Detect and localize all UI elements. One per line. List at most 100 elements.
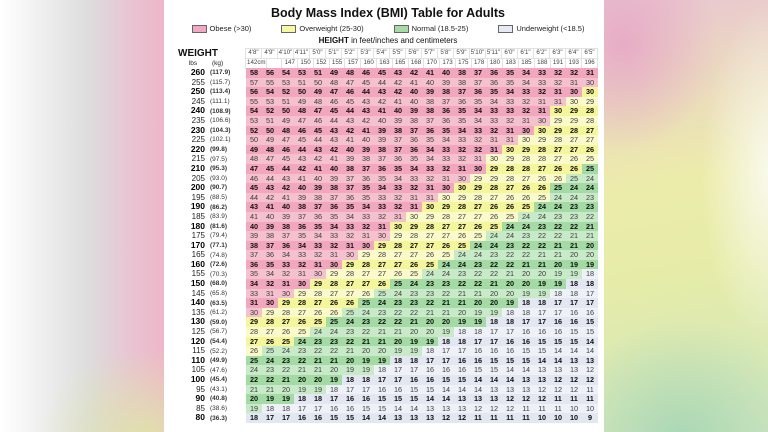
bmi-cell: 34 — [326, 221, 342, 232]
bmi-cell: 12 — [502, 394, 518, 404]
bmi-cell: 16 — [502, 336, 518, 347]
bmi-cell: 25 — [550, 183, 566, 193]
bmi-cell: 28 — [326, 279, 342, 289]
bmi-cell: 46 — [246, 173, 262, 184]
bmi-cell: 39 — [278, 211, 294, 222]
bmi-cell: 21 — [294, 365, 310, 375]
bmi-cell: 39 — [326, 173, 342, 184]
bmi-cell: 28 — [342, 269, 358, 280]
bmi-cell: 12 — [470, 403, 486, 414]
bmi-cell: 40 — [374, 115, 390, 126]
bmi-cell: 43 — [294, 154, 310, 164]
legend: Obese (>30) Overweight (25-30) Normal (1… — [178, 24, 598, 33]
bmi-cell: 34 — [518, 77, 534, 88]
bmi-cell: 33 — [486, 106, 502, 116]
bmi-cell: 19 — [278, 394, 294, 404]
bmi-cell: 17 — [390, 375, 406, 385]
bmi-cell: 31 — [406, 192, 422, 203]
bmi-cell: 17 — [278, 413, 294, 423]
bmi-cell: 34 — [342, 211, 358, 222]
bmi-cell: 11 — [550, 403, 566, 414]
bmi-cell: 41 — [278, 192, 294, 203]
overweight-color-swatch — [281, 24, 297, 33]
weight-kg: (113.4) — [210, 88, 231, 96]
bmi-cell: 34 — [406, 163, 422, 174]
bmi-cell: 26 — [342, 298, 358, 308]
bmi-cell: 25 — [566, 173, 582, 184]
bmi-cell: 46 — [310, 115, 326, 126]
bmi-cell: 32 — [278, 269, 294, 280]
bmi-cell: 37 — [342, 183, 358, 193]
bmi-cell: 19 — [502, 298, 518, 308]
lbs-unit-label: lbs — [188, 60, 198, 67]
bmi-cell: 21 — [582, 221, 598, 232]
bmi-cell: 16 — [470, 355, 486, 366]
bmi-cell: 35 — [502, 68, 518, 78]
bmi-cell: 32 — [470, 135, 486, 145]
bmi-cell: 13 — [390, 413, 406, 423]
bmi-cell: 39 — [374, 125, 390, 136]
weight-lbs: 190 — [190, 201, 205, 212]
bmi-cell: 13 — [422, 413, 438, 423]
bmi-cell: 28 — [502, 173, 518, 184]
bmi-cell: 22 — [550, 221, 566, 232]
bmi-cell: 18 — [582, 269, 598, 280]
bmi-row: 160 (72.6) 36 35 33 32 31 30 29 28 27 27 26 25 24 24 23 2… — [178, 259, 598, 270]
bmi-cell: 22 — [470, 269, 486, 280]
bmi-cell: 45 — [358, 77, 374, 88]
bmi-cell: 29 — [470, 173, 486, 184]
bmi-cell: 15 — [358, 403, 374, 414]
bmi-cell: 43 — [358, 106, 374, 116]
bmi-cell: 26 — [534, 173, 550, 184]
bmi-cell: 19 — [486, 307, 502, 318]
bmi-cell: 23 — [422, 279, 438, 289]
bmi-cell: 29 — [310, 279, 326, 289]
bmi-cell: 30 — [534, 125, 550, 136]
bmi-cell: 37 — [454, 87, 470, 97]
bmi-cell: 38 — [326, 183, 342, 193]
bmi-cell: 27 — [566, 144, 582, 155]
bmi-cell: 28 — [566, 125, 582, 136]
bmi-cell: 28 — [550, 135, 566, 145]
bmi-cell: 20 — [582, 240, 598, 251]
bmi-cell: 12 — [502, 403, 518, 414]
bmi-cell: 28 — [518, 154, 534, 164]
bmi-cell: 45 — [310, 125, 326, 136]
bmi-cell: 20 — [438, 317, 454, 328]
bmi-row: 100 (45.4) 22 22 21 20 20 19 18 18 17 17 16 16 15 15 14 1… — [178, 374, 598, 385]
bmi-row: 240 (108.9) 54 52 50 48 47 45 44 43 41 40 39 38 36 35 34… — [178, 106, 598, 116]
bmi-cell: 21 — [374, 336, 390, 347]
bmi-cell: 22 — [438, 288, 454, 299]
bmi-cell: 31 — [278, 279, 294, 289]
bmi-cell: 26 — [550, 163, 566, 174]
bmi-cell: 23 — [342, 327, 358, 337]
bmi-cell: 37 — [374, 154, 390, 164]
bmi-cell: 28 — [390, 240, 406, 251]
bmi-cell: 39 — [438, 77, 454, 88]
bmi-cell: 29 — [550, 115, 566, 126]
bmi-cell: 33 — [342, 221, 358, 232]
bmi-cell: 26 — [470, 221, 486, 232]
bmi-cell: 29 — [502, 154, 518, 164]
bmi-cell: 20 — [326, 365, 342, 375]
bmi-cell: 28 — [262, 317, 278, 328]
bmi-cell: 11 — [534, 403, 550, 414]
weight-kg: (81.6) — [210, 222, 227, 230]
bmi-cell: 31 — [246, 298, 262, 308]
bmi-cell: 40 — [422, 77, 438, 88]
bmi-cell: 24 — [454, 250, 470, 260]
bmi-cell: 33 — [454, 135, 470, 145]
bmi-cell: 32 — [374, 211, 390, 222]
bmi-cell: 38 — [374, 144, 390, 155]
bmi-cell: 36 — [294, 221, 310, 232]
bmi-cell: 26 — [502, 192, 518, 203]
bmi-cell: 20 — [470, 298, 486, 308]
bmi-cell: 36 — [326, 202, 342, 212]
bmi-row: 170 (77.1) 38 37 36 34 33 32 31 30 29 28 27 27 26 25 24 2… — [178, 240, 598, 251]
bmi-cell: 31 — [550, 87, 566, 97]
bmi-cell: 33 — [246, 288, 262, 299]
bmi-cell: 27 — [390, 250, 406, 260]
bmi-cell: 20 — [422, 327, 438, 337]
bmi-cell: 47 — [342, 77, 358, 88]
bmi-cell: 12 — [582, 375, 598, 385]
